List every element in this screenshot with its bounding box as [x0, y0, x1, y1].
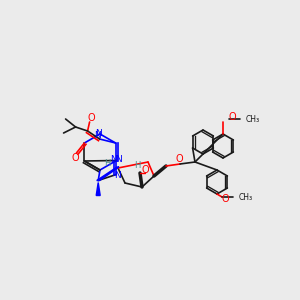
Text: O: O — [221, 194, 229, 204]
Text: N: N — [110, 155, 117, 164]
Text: CH₃: CH₃ — [239, 193, 253, 202]
Polygon shape — [97, 167, 119, 181]
Polygon shape — [96, 182, 100, 196]
Text: O: O — [72, 153, 79, 163]
Text: CH₃: CH₃ — [246, 115, 260, 124]
Text: N: N — [115, 155, 122, 164]
Text: H: H — [134, 161, 140, 170]
Text: O: O — [141, 165, 149, 175]
Text: O: O — [175, 154, 183, 164]
Text: H: H — [104, 158, 111, 167]
Text: O: O — [88, 113, 95, 123]
Text: N: N — [114, 171, 121, 180]
Text: N: N — [94, 131, 101, 140]
Text: O: O — [228, 112, 236, 122]
Text: N: N — [94, 128, 101, 137]
